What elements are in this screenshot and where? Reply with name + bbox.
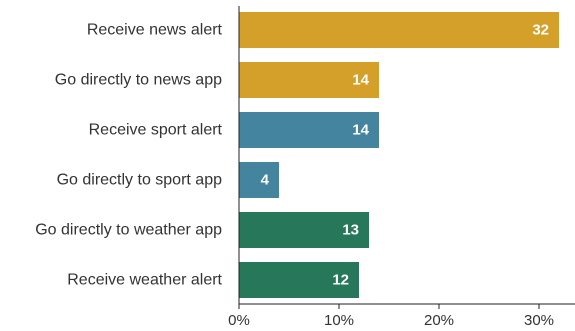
bar <box>239 62 379 98</box>
bar <box>239 212 369 248</box>
bar <box>239 12 559 48</box>
data-label: 14 <box>352 122 369 139</box>
data-label: 13 <box>342 222 359 239</box>
category-label: Go directly to weather app <box>35 222 222 239</box>
x-tick-label: 30% <box>524 312 554 329</box>
category-label: Receive weather alert <box>67 272 222 289</box>
category-label: Receive sport alert <box>89 122 223 139</box>
x-tick-label: 20% <box>424 312 454 329</box>
x-tick-label: 10% <box>324 312 354 329</box>
data-label: 14 <box>352 72 369 89</box>
bar <box>239 262 359 298</box>
data-label: 4 <box>261 172 270 189</box>
data-label: 32 <box>532 22 549 39</box>
data-label: 12 <box>332 272 349 289</box>
category-label: Receive news alert <box>87 22 223 39</box>
bar <box>239 112 379 148</box>
category-label: Go directly to sport app <box>57 172 223 189</box>
x-tick-label: 0% <box>228 312 250 329</box>
category-label: Go directly to news app <box>55 72 222 89</box>
bar <box>239 162 279 198</box>
